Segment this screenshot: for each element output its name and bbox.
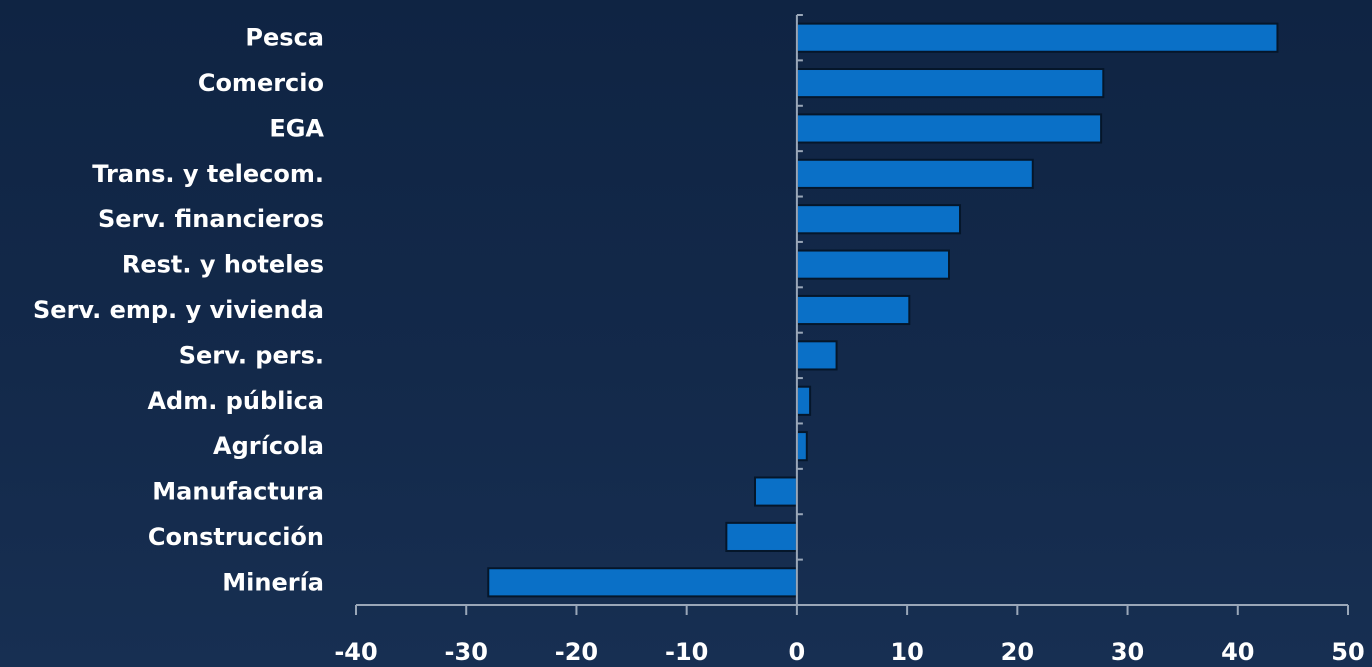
x-tick-label: 20 (1001, 638, 1034, 666)
bar-4 (795, 204, 962, 235)
bar-1 (795, 68, 1105, 99)
category-label: Agrícola (213, 432, 324, 460)
category-label: Serv. financieros (98, 205, 324, 233)
category-label: Comercio (198, 69, 324, 97)
category-label: Serv. emp. y vivienda (33, 296, 324, 324)
x-tick-label: 10 (890, 638, 923, 666)
category-label: Adm. pública (147, 387, 324, 415)
x-tick-label: 40 (1221, 638, 1254, 666)
x-tick-label: 30 (1111, 638, 1144, 666)
category-label: Serv. pers. (179, 341, 324, 369)
bar-9 (795, 431, 808, 462)
bar-8 (795, 385, 812, 416)
x-tick-label: 50 (1331, 638, 1364, 666)
bar-7 (795, 340, 838, 371)
category-label: Construcción (148, 523, 324, 551)
bar-12 (487, 567, 798, 598)
category-label: Pesca (245, 24, 324, 52)
x-tick-label: -30 (445, 638, 488, 666)
x-tick-label: -10 (665, 638, 708, 666)
bar-6 (795, 294, 911, 326)
x-tick-label: -40 (334, 638, 377, 666)
category-label: Manufactura (152, 478, 324, 506)
bar-5 (795, 249, 950, 280)
category-labels: Pesca Comercio EGA Trans. y telecom. Serv. f… (33, 24, 324, 597)
category-label: Rest. y hoteles (122, 251, 324, 279)
bar-10 (754, 476, 798, 507)
bars-group (487, 22, 1279, 598)
axes-group (355, 14, 1349, 615)
category-label: EGA (269, 114, 324, 142)
bar-11 (725, 521, 798, 552)
bar-2 (795, 113, 1103, 144)
x-tick-label: -20 (555, 638, 598, 666)
bar-3 (795, 158, 1034, 189)
x-tick-label: 0 (789, 638, 806, 666)
category-label: Minería (222, 568, 324, 596)
x-tick-labels: -40 -30 -20 -10 0 10 20 30 40 50 (334, 638, 1364, 666)
bar-0 (795, 22, 1279, 53)
category-label: Trans. y telecom. (92, 160, 324, 188)
